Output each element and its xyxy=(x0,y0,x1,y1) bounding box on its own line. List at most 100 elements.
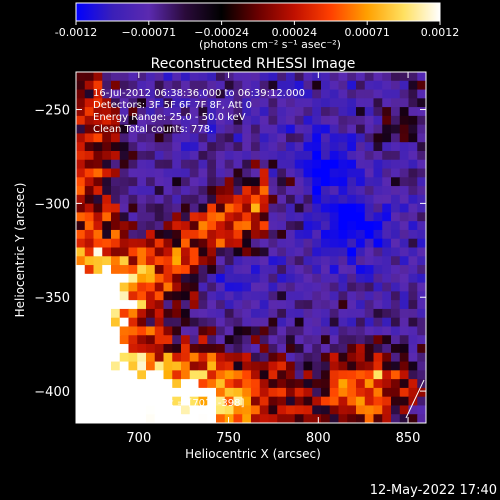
heatmap-cell xyxy=(382,124,392,135)
heatmap-cell xyxy=(233,308,243,319)
heatmap-cell xyxy=(303,177,313,187)
heatmap-cell xyxy=(102,352,112,363)
heatmap-cell xyxy=(198,186,208,196)
heatmap-cell xyxy=(189,133,200,143)
heatmap-cell xyxy=(277,150,287,161)
heatmap-cell xyxy=(111,361,121,371)
heatmap-cell xyxy=(111,379,121,389)
heatmap-cell xyxy=(76,352,86,363)
heatmap-cell xyxy=(321,273,331,284)
heatmap-cell xyxy=(189,256,200,266)
heatmap-cell xyxy=(181,291,191,301)
heatmap-cell xyxy=(137,80,147,91)
heatmap-cell xyxy=(347,370,357,380)
heatmap-cell xyxy=(137,273,147,284)
heatmap-image xyxy=(76,72,426,423)
heatmap-cell xyxy=(84,344,95,354)
heatmap-cell xyxy=(417,229,426,240)
heatmap-cell xyxy=(119,203,130,214)
heatmap-cell xyxy=(286,124,296,135)
heatmap-cell xyxy=(189,168,200,178)
heatmap-cell xyxy=(373,203,383,214)
heatmap-cell xyxy=(198,194,208,205)
heatmap-cell xyxy=(172,414,182,423)
heatmap-cell xyxy=(312,107,322,117)
heatmap-cell xyxy=(321,335,331,345)
heatmap-cell xyxy=(189,89,200,99)
heatmap-cell xyxy=(242,98,252,108)
heatmap-cell xyxy=(233,256,243,266)
heatmap-cell xyxy=(382,72,392,82)
heatmap-cell xyxy=(242,194,252,205)
heatmap-cell xyxy=(146,238,156,249)
heatmap-cell xyxy=(329,344,340,354)
heatmap-cell xyxy=(189,229,200,240)
heatmap-cell xyxy=(408,203,418,214)
heatmap-cell xyxy=(146,98,156,108)
heatmap-cell xyxy=(189,186,200,196)
heatmap-cell xyxy=(417,335,426,345)
heatmap-cell xyxy=(84,282,95,292)
heatmap-cell xyxy=(391,282,401,292)
heatmap-cell xyxy=(172,291,182,301)
heatmap-cell xyxy=(391,265,401,275)
heatmap-cell xyxy=(93,150,103,161)
heatmap-cell xyxy=(294,115,305,126)
heatmap-cell xyxy=(303,256,313,266)
heatmap-cell xyxy=(417,273,426,284)
heatmap-cell xyxy=(417,194,426,205)
heatmap-cell xyxy=(137,229,147,240)
heatmap-cell xyxy=(347,247,357,257)
heatmap-cell xyxy=(268,370,278,380)
heatmap-cell xyxy=(251,352,261,363)
heatmap-cell xyxy=(303,98,313,108)
heatmap-cell xyxy=(373,335,383,345)
heatmap-cell xyxy=(233,133,243,143)
heatmap-cell xyxy=(399,159,410,170)
heatmap-cell xyxy=(399,72,410,82)
heatmap-cell xyxy=(181,177,191,187)
heatmap-cell xyxy=(417,142,426,152)
heatmap-cell xyxy=(329,186,340,196)
heatmap-cell xyxy=(347,133,357,143)
heatmap-cell xyxy=(347,159,357,170)
heatmap-cell xyxy=(329,414,340,423)
heatmap-cell xyxy=(128,291,138,301)
heatmap-cell xyxy=(321,168,331,178)
heatmap-cell xyxy=(417,159,426,170)
heatmap-cell xyxy=(338,247,348,257)
heatmap-cell xyxy=(417,300,426,310)
heatmap-cell xyxy=(111,150,121,161)
heatmap-cell xyxy=(277,414,287,423)
heatmap-cell xyxy=(163,221,173,231)
heatmap-cell xyxy=(338,229,348,240)
heatmap-cell xyxy=(93,317,103,328)
heatmap-cell xyxy=(408,414,418,423)
heatmap-cell xyxy=(399,387,410,398)
heatmap-cell xyxy=(294,150,305,161)
heatmap-cell xyxy=(154,361,165,371)
heatmap-cell xyxy=(277,72,287,82)
heatmap-cell xyxy=(216,405,226,415)
heatmap-cell xyxy=(373,387,383,398)
heatmap-cell xyxy=(286,326,296,336)
heatmap-cell xyxy=(198,115,208,126)
heatmap-cell xyxy=(242,229,252,240)
heatmap-cell xyxy=(286,142,296,152)
heatmap-cell xyxy=(76,405,86,415)
heatmap-cell xyxy=(382,159,392,170)
heatmap-cell xyxy=(259,72,270,82)
heatmap-cell xyxy=(189,221,200,231)
colorbar-tick-label: 0.0012 xyxy=(421,26,460,39)
heatmap-cell xyxy=(137,203,147,214)
heatmap-cell xyxy=(382,344,392,354)
heatmap-cell xyxy=(391,326,401,336)
heatmap-cell xyxy=(391,72,401,82)
heatmap-cell xyxy=(76,229,86,240)
heatmap-cell xyxy=(268,186,278,196)
heatmap-cell xyxy=(137,326,147,336)
heatmap-cell xyxy=(76,282,86,292)
heatmap-cell xyxy=(251,308,261,319)
heatmap-cell xyxy=(137,159,147,170)
heatmap-cell xyxy=(338,238,348,249)
